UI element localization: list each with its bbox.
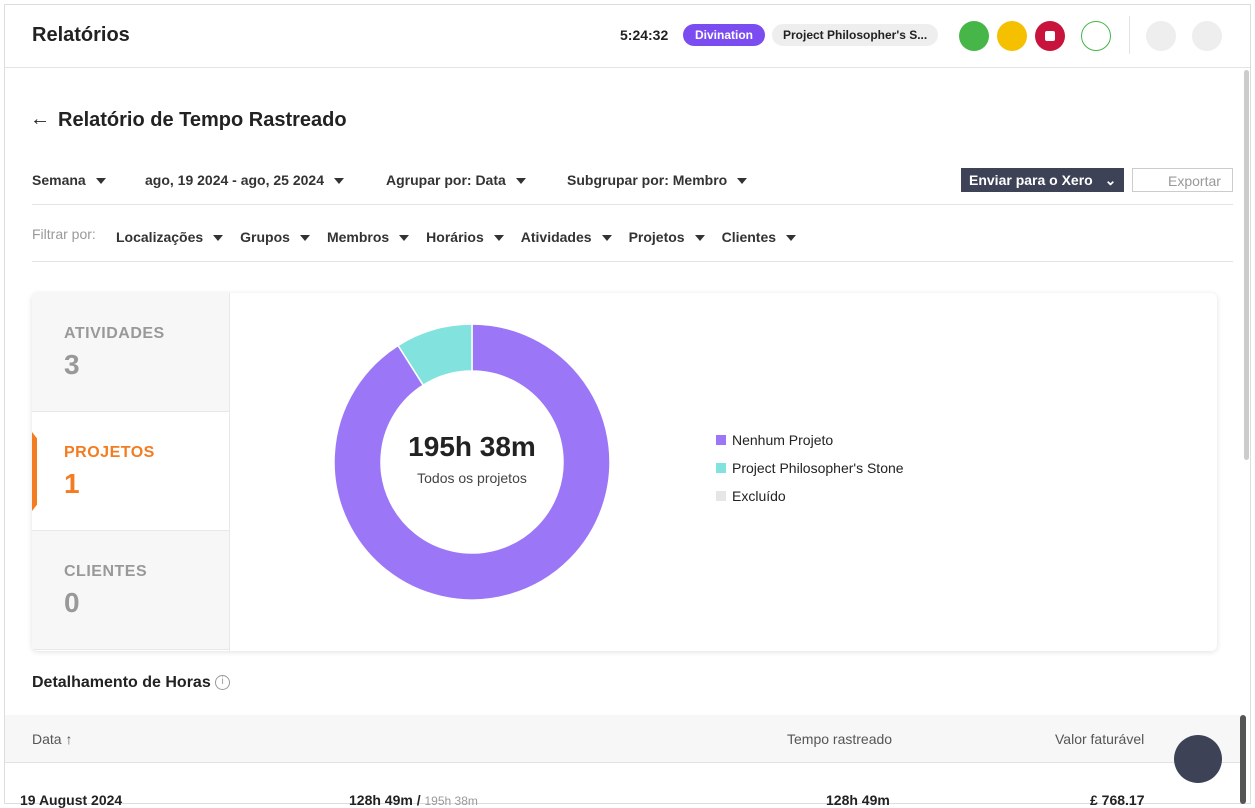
tab[interactable]: ATIVIDADES 3 [32, 293, 229, 412]
tab-count: 1 [64, 468, 80, 499]
timer-button[interactable] [959, 21, 989, 51]
legend-label: Project Philosopher's Stone [732, 460, 904, 476]
divider [229, 293, 230, 651]
legend-swatch [716, 435, 726, 445]
back-arrow[interactable]: ← [30, 108, 50, 130]
column-header: Valor faturável [1055, 731, 1145, 747]
tab-indicator [32, 432, 37, 511]
tab-label: CLIENTES [64, 563, 148, 580]
xero-button[interactable]: Enviar para o Xero ⌄ [961, 168, 1124, 192]
scrollbar [1240, 715, 1246, 804]
chat-button[interactable] [1174, 735, 1222, 783]
frame [4, 4, 1251, 804]
user-button[interactable] [1081, 21, 1111, 51]
break-button[interactable] [997, 21, 1027, 51]
group-select[interactable]: Agrupar por: Data [386, 172, 526, 188]
xero-label: Enviar para o Xero [969, 172, 1093, 188]
donut-chart [333, 323, 611, 601]
donut-subtitle: Todos os projetos [417, 470, 527, 486]
legend-item: Excluído [716, 482, 904, 510]
divider [1129, 16, 1130, 54]
column-header-text: Data [32, 731, 62, 747]
page-title: Relatório de Tempo Rastreado [58, 109, 347, 131]
tab-label: PROJETOS [64, 444, 155, 461]
column-header: Tempo rastreado [787, 731, 893, 747]
filter-select[interactable]: Horários [426, 229, 504, 245]
cell: £ 768.17 [1090, 792, 1145, 808]
filter-select[interactable]: Projetos [629, 229, 705, 245]
column-header[interactable]: Data ↑ [32, 731, 73, 747]
cell: 19 August 2024 [20, 792, 123, 808]
legend-swatch [716, 463, 726, 473]
section-title-text: Detalhamento de Horas [32, 674, 211, 691]
project-chip[interactable]: Project Philosopher's S... [772, 24, 938, 46]
divider [32, 261, 1233, 262]
tab[interactable]: PROJETOS 1 [32, 412, 229, 531]
export-button[interactable]: Exportar [1132, 168, 1233, 192]
header-title: Relatórios [32, 24, 130, 46]
section-title: Detalhamento de Horas i [32, 674, 231, 692]
subgroup-select[interactable]: Subgrupar por: Membro [567, 172, 747, 188]
filter-select[interactable]: Grupos [240, 229, 310, 245]
filter-select[interactable]: Localizações [116, 229, 223, 245]
table-header [5, 715, 1240, 763]
scrollbar [1244, 70, 1249, 460]
summary-card: ATIVIDADES 3 PROJETOS 1 CLIENTES 0 195h 38m T… [32, 293, 1217, 651]
cell-text: 195h 38m [424, 794, 478, 808]
stop-button[interactable] [1035, 21, 1065, 51]
badge[interactable]: Divination [683, 24, 766, 46]
donut-total: 195h 38m [408, 431, 536, 462]
legend-item: Nenhum Projeto [716, 426, 904, 454]
tab-count: 0 [64, 587, 80, 618]
legend: Nenhum Projeto Project Philosopher's Ston… [716, 426, 904, 510]
legend-label: Nenhum Projeto [732, 432, 834, 448]
export-label: Exportar [1168, 173, 1221, 189]
tab-count: 3 [64, 349, 80, 380]
tab[interactable]: CLIENTES 0 [32, 531, 229, 650]
legend-item: Project Philosopher's Stone [716, 454, 904, 482]
range-select[interactable]: ago, 19 2024 - ago, 25 2024 [145, 172, 344, 188]
filter-select[interactable]: Membros [327, 229, 409, 245]
tab-label: ATIVIDADES [64, 325, 165, 342]
period-select[interactable]: Semana [32, 172, 106, 188]
filter-list: Localizações Grupos Membros Horários Ativida… [116, 229, 796, 245]
filter-select[interactable]: Clientes [722, 229, 796, 245]
donut-segment [333, 323, 611, 601]
cell-text: 128h 49m / [349, 792, 421, 808]
divider [32, 204, 1233, 205]
legend-swatch [716, 491, 726, 501]
help-button[interactable] [1146, 21, 1176, 51]
cell: 128h 49m / 195h 38m [349, 792, 478, 808]
filter-select[interactable]: Atividades [521, 229, 612, 245]
settings-button[interactable] [1192, 21, 1222, 51]
filter-label: Filtrar por: [32, 226, 96, 242]
donut-segment [397, 323, 473, 387]
header-divider [5, 67, 1250, 68]
timer: 5:24:32 [620, 27, 669, 43]
cell: 128h 49m [826, 792, 890, 808]
legend-label: Excluído [732, 488, 786, 504]
